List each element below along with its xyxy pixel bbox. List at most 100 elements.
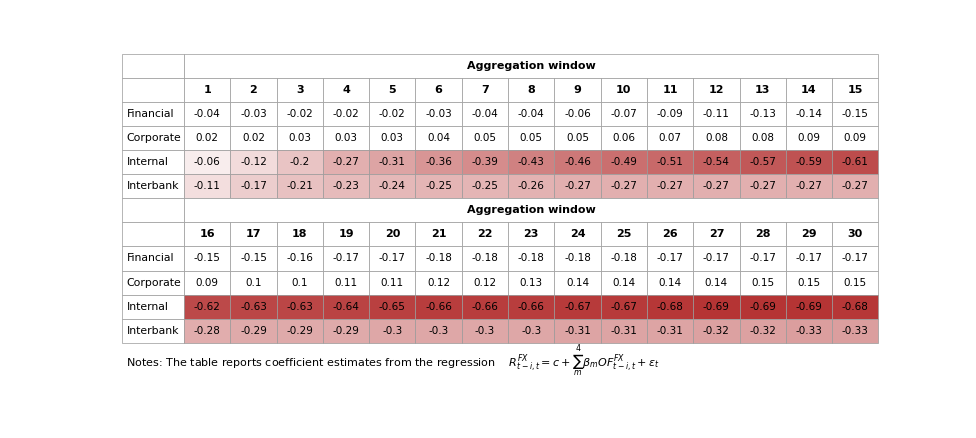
Text: -0.27: -0.27	[564, 181, 590, 191]
Bar	[122, 198, 184, 223]
Bar	[740, 174, 786, 198]
Bar	[600, 294, 647, 318]
Bar	[786, 78, 833, 102]
Bar	[833, 102, 878, 126]
Text: 0.06: 0.06	[612, 133, 635, 143]
Text: -0.18: -0.18	[564, 254, 590, 264]
Bar	[462, 247, 508, 271]
Bar	[369, 318, 416, 343]
Bar	[122, 294, 184, 318]
Bar	[276, 174, 323, 198]
Bar	[740, 223, 786, 247]
Bar	[554, 126, 600, 150]
Bar	[230, 318, 276, 343]
Text: 28: 28	[754, 230, 770, 240]
Text: -0.23: -0.23	[333, 181, 359, 191]
Text: Financial: Financial	[127, 254, 174, 264]
Bar	[122, 78, 184, 102]
Text: -0.02: -0.02	[333, 110, 359, 119]
Text: 10: 10	[616, 85, 631, 95]
Bar	[230, 174, 276, 198]
Text: -0.39: -0.39	[471, 157, 499, 167]
Text: 0.07: 0.07	[659, 133, 681, 143]
Bar	[647, 174, 693, 198]
Text: 0.12: 0.12	[473, 278, 497, 287]
Text: -0.51: -0.51	[657, 157, 683, 167]
Bar	[508, 174, 554, 198]
Text: 15: 15	[847, 85, 863, 95]
Bar	[740, 294, 786, 318]
Text: -0.17: -0.17	[333, 254, 359, 264]
Bar	[276, 294, 323, 318]
Bar	[508, 318, 554, 343]
Text: -0.3: -0.3	[383, 325, 402, 336]
Text: 25: 25	[616, 230, 631, 240]
Bar	[184, 54, 878, 78]
Bar	[647, 150, 693, 174]
Text: -0.31: -0.31	[610, 325, 637, 336]
Bar	[462, 223, 508, 247]
Text: Corporate: Corporate	[127, 278, 182, 287]
Text: -0.49: -0.49	[610, 157, 637, 167]
Bar	[184, 126, 230, 150]
Bar	[647, 223, 693, 247]
Text: -0.29: -0.29	[333, 325, 359, 336]
Bar	[740, 150, 786, 174]
Bar	[740, 318, 786, 343]
Bar	[508, 102, 554, 126]
Bar	[693, 150, 740, 174]
Text: -0.66: -0.66	[471, 301, 499, 311]
Text: -0.17: -0.17	[379, 254, 406, 264]
Text: 0.04: 0.04	[427, 133, 450, 143]
Text: Corporate: Corporate	[127, 133, 182, 143]
Text: -0.27: -0.27	[842, 181, 869, 191]
Bar	[416, 174, 462, 198]
Text: 0.09: 0.09	[844, 133, 867, 143]
Text: 0.14: 0.14	[659, 278, 681, 287]
Bar	[369, 247, 416, 271]
Text: 9: 9	[574, 85, 582, 95]
Text: 20: 20	[385, 230, 400, 240]
Text: -0.43: -0.43	[518, 157, 545, 167]
Bar	[786, 223, 833, 247]
Text: -0.17: -0.17	[657, 254, 683, 264]
Text: 0.11: 0.11	[335, 278, 357, 287]
Text: -0.15: -0.15	[240, 254, 266, 264]
Text: -0.21: -0.21	[286, 181, 313, 191]
Text: 0.02: 0.02	[195, 133, 219, 143]
Bar	[323, 126, 369, 150]
Bar	[554, 294, 600, 318]
Text: -0.17: -0.17	[795, 254, 823, 264]
Text: 0.09: 0.09	[797, 133, 821, 143]
Bar	[833, 126, 878, 150]
Text: 0.14: 0.14	[612, 278, 635, 287]
Text: -0.63: -0.63	[286, 301, 313, 311]
Bar	[693, 102, 740, 126]
Text: 0.15: 0.15	[843, 278, 867, 287]
Bar	[647, 247, 693, 271]
Text: -0.06: -0.06	[564, 110, 590, 119]
Text: 0.03: 0.03	[288, 133, 311, 143]
Text: 26: 26	[663, 230, 678, 240]
Bar	[230, 126, 276, 150]
Bar	[122, 54, 184, 78]
Bar	[230, 271, 276, 294]
Text: -0.65: -0.65	[379, 301, 406, 311]
Text: -0.54: -0.54	[703, 157, 730, 167]
Bar	[184, 78, 230, 102]
Bar	[323, 247, 369, 271]
Text: 0.14: 0.14	[566, 278, 590, 287]
Text: 16: 16	[199, 230, 215, 240]
Text: Interbank: Interbank	[127, 181, 179, 191]
Text: 18: 18	[292, 230, 307, 240]
Text: 11: 11	[663, 85, 678, 95]
Text: -0.67: -0.67	[610, 301, 637, 311]
Text: -0.18: -0.18	[518, 254, 545, 264]
Text: Interbank: Interbank	[127, 325, 179, 336]
Text: -0.3: -0.3	[428, 325, 449, 336]
Bar	[833, 78, 878, 102]
Bar	[833, 318, 878, 343]
Text: -0.32: -0.32	[750, 325, 776, 336]
Text: 0.03: 0.03	[335, 133, 357, 143]
Text: -0.27: -0.27	[657, 181, 683, 191]
